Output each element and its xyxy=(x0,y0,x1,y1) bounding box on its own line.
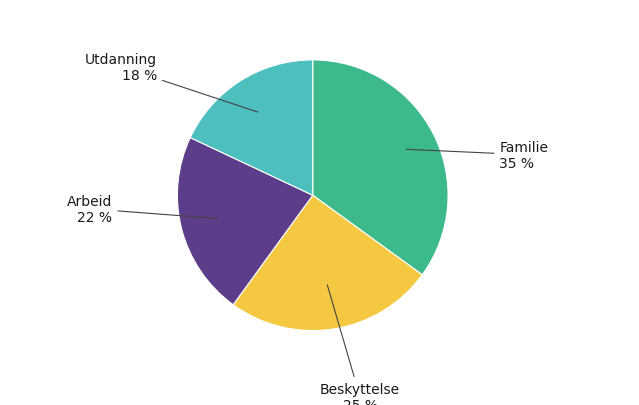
Text: Arbeid
22 %: Arbeid 22 % xyxy=(67,194,218,224)
Wedge shape xyxy=(190,61,312,196)
Text: Utdanning
18 %: Utdanning 18 % xyxy=(85,52,258,113)
Wedge shape xyxy=(178,138,312,305)
Text: Familie
35 %: Familie 35 % xyxy=(406,140,548,171)
Text: Beskyttelse
25 %: Beskyttelse 25 % xyxy=(320,285,400,405)
Wedge shape xyxy=(233,196,422,331)
Wedge shape xyxy=(312,61,448,275)
